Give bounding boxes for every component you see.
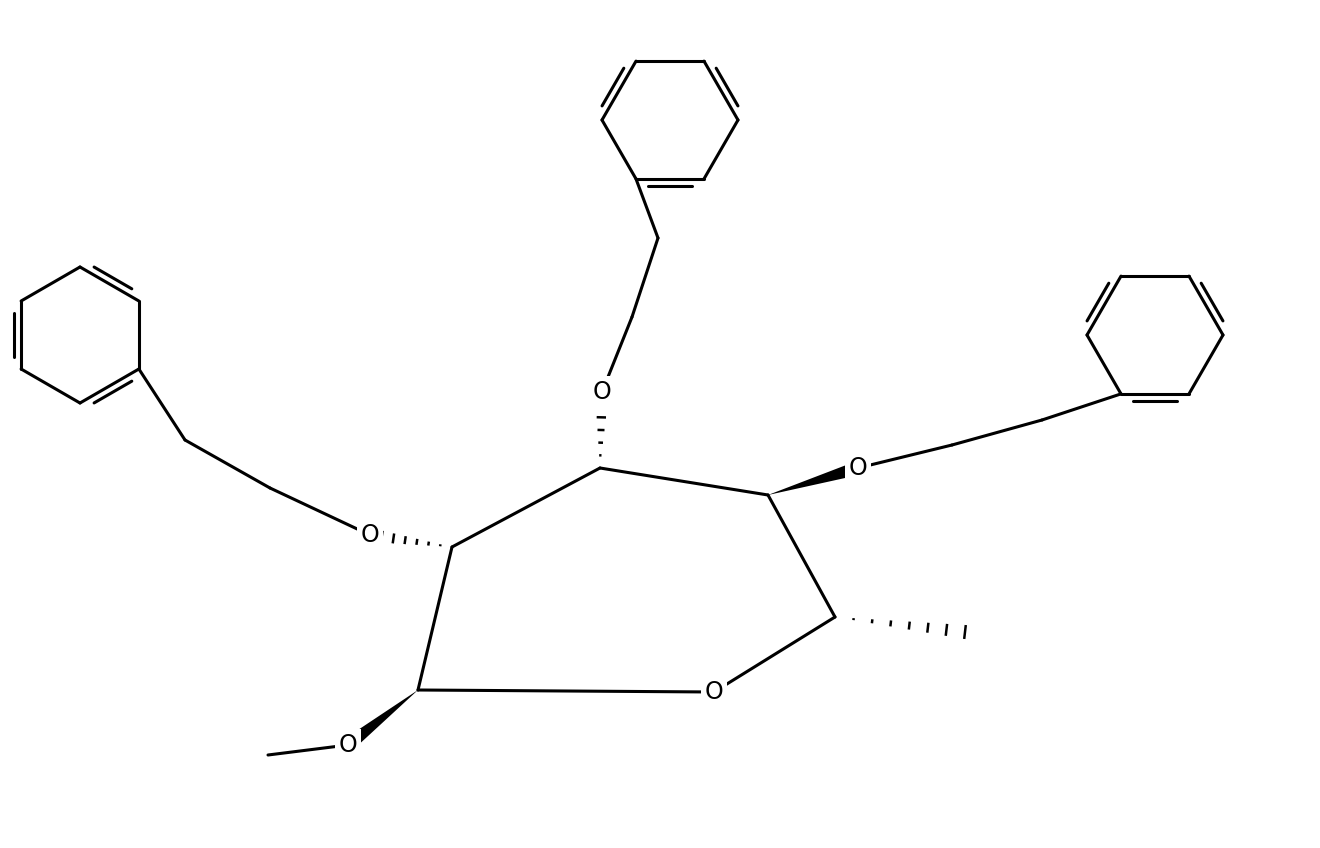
Polygon shape bbox=[768, 461, 861, 495]
Text: O: O bbox=[849, 456, 867, 480]
Polygon shape bbox=[343, 690, 418, 750]
Text: O: O bbox=[593, 380, 611, 404]
Text: O: O bbox=[360, 523, 379, 547]
Text: O: O bbox=[339, 733, 358, 757]
Text: O: O bbox=[705, 680, 723, 704]
